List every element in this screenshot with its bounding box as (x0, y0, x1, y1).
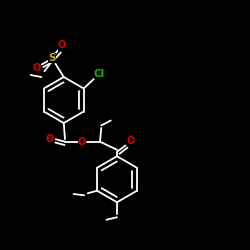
Text: O: O (58, 40, 66, 50)
Text: O: O (127, 136, 135, 146)
Text: Cl: Cl (94, 69, 105, 79)
Text: O: O (78, 137, 86, 147)
Text: O: O (33, 63, 41, 73)
Text: S: S (48, 53, 56, 63)
Text: O: O (46, 134, 54, 144)
